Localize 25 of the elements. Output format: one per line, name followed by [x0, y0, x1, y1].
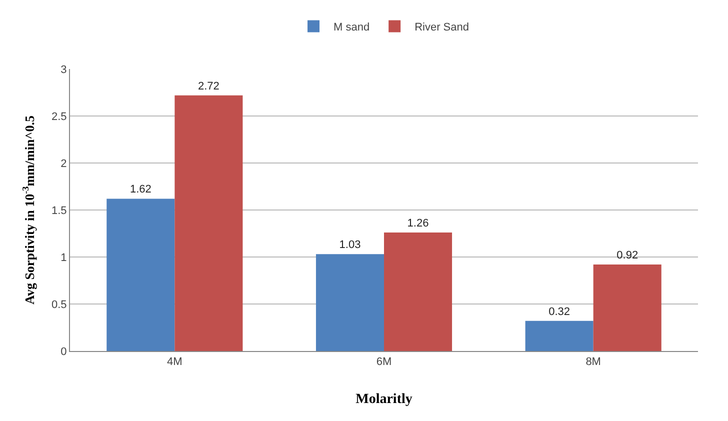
legend-label: River Sand	[414, 22, 469, 34]
x-tick-label: 8M	[586, 356, 601, 368]
y-tick-label: 0	[60, 346, 67, 358]
y-tick-label: 3	[60, 64, 67, 76]
y-tick-label: 1	[60, 252, 67, 264]
data-label: 0.32	[548, 306, 570, 318]
data-label: 1.26	[407, 218, 429, 230]
y-tick-label: 2.5	[52, 110, 67, 123]
data-label: 0.92	[616, 250, 638, 262]
bar	[384, 232, 452, 351]
x-tick-label: 4M	[167, 356, 182, 368]
bar	[106, 198, 175, 351]
data-label: 2.72	[198, 80, 220, 92]
data-label: 1.62	[130, 184, 152, 196]
bar	[316, 254, 384, 351]
legend-label: M sand	[334, 22, 370, 34]
y-tick-label: 1.5	[52, 204, 67, 217]
data-label: 1.03	[339, 239, 361, 252]
y-tick-label: 0.5	[52, 298, 67, 311]
bar	[525, 320, 594, 351]
y-tick-label: 2	[60, 158, 67, 170]
x-axis-title: Molaritly	[356, 392, 412, 407]
bar	[174, 95, 243, 351]
bar	[593, 264, 662, 351]
x-tick-label: 6M	[376, 356, 392, 368]
